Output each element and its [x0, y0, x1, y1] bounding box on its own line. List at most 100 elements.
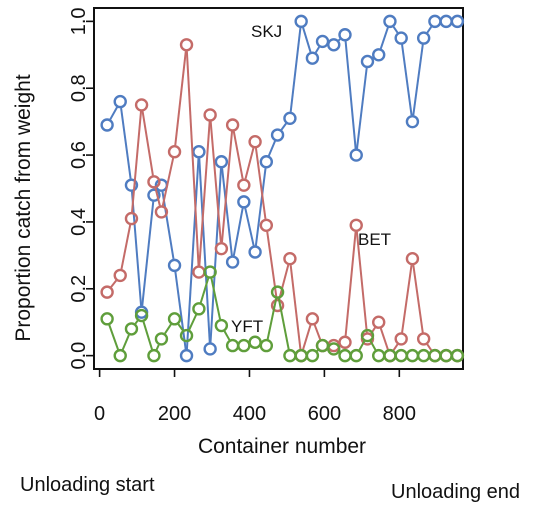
- yft-segment: [108, 324, 119, 350]
- bet-point: [237, 178, 251, 192]
- skj-point: [270, 128, 285, 142]
- bet-segment: [110, 279, 117, 288]
- skj-segment: [379, 27, 389, 49]
- bet-segment: [198, 121, 211, 266]
- x-tick-label: 0: [94, 403, 105, 425]
- bet-segment: [412, 264, 424, 333]
- bet-point: [147, 175, 161, 189]
- skj-point: [179, 348, 194, 363]
- skj-segment: [232, 208, 244, 256]
- y-tick-label: 0.8: [68, 74, 90, 102]
- bet-point: [167, 145, 182, 159]
- yft-segment: [210, 278, 222, 320]
- bet-segment: [244, 147, 255, 180]
- yft-segment: [188, 314, 198, 331]
- yft-point: [450, 348, 465, 363]
- bet-segment: [355, 231, 368, 333]
- skj-point: [439, 14, 453, 29]
- bet-segment: [302, 324, 312, 350]
- skj-segment: [209, 168, 222, 343]
- bet-segment: [154, 187, 161, 206]
- skj-segment: [392, 26, 399, 34]
- bet-point: [405, 251, 420, 266]
- bet-point: [283, 251, 297, 266]
- skj-point: [416, 31, 431, 45]
- y-tick-label: 0.2: [68, 275, 90, 303]
- skj-point: [372, 48, 386, 62]
- skj-segment: [280, 122, 287, 131]
- yft-segment: [177, 323, 184, 331]
- x-tick-label: 200: [158, 403, 191, 425]
- yft-segment: [121, 334, 130, 351]
- yft-point: [225, 338, 240, 353]
- yft-segment: [164, 323, 172, 335]
- yft-point: [259, 338, 274, 353]
- skj-segment: [254, 168, 267, 246]
- bet-point: [154, 205, 169, 219]
- bet-point: [305, 312, 320, 326]
- yft-point: [372, 348, 386, 363]
- bet-segment: [379, 328, 389, 350]
- skj-point: [259, 155, 274, 169]
- bet-point: [100, 285, 114, 299]
- yft-point: [294, 348, 308, 363]
- bet-segment: [392, 343, 399, 351]
- bet-point: [225, 118, 240, 132]
- skj-point: [203, 342, 217, 356]
- skj-segment: [198, 158, 211, 343]
- unloading-start-note: Unloading start: [20, 474, 155, 496]
- skj-segment: [174, 271, 187, 350]
- skj-point: [327, 38, 341, 52]
- skj-segment: [401, 44, 413, 116]
- yft-point: [383, 348, 397, 363]
- bet-point: [416, 332, 431, 346]
- skj-series-label: SKJ: [251, 22, 282, 41]
- yft-point: [203, 265, 217, 279]
- skj-point: [167, 258, 182, 273]
- bet-point: [134, 98, 149, 112]
- plot-frame: [93, 7, 464, 370]
- skj-point: [305, 51, 320, 65]
- skj-point: [214, 155, 229, 169]
- bet-segment: [313, 324, 322, 340]
- skj-segment: [426, 26, 433, 34]
- skj-segment: [130, 191, 143, 306]
- yft-point: [315, 338, 330, 353]
- bet-point: [113, 268, 127, 283]
- yft-point: [113, 348, 127, 363]
- bet-point: [124, 211, 139, 226]
- bet-segment: [344, 231, 357, 336]
- x-axis-title: Container number: [198, 435, 366, 458]
- unloading-end-note: Unloading end: [391, 481, 520, 503]
- yft-point: [237, 338, 251, 353]
- y-tick-label: 0.0: [68, 342, 90, 370]
- yft-point: [100, 312, 114, 326]
- yft-segment: [223, 330, 231, 341]
- bet-segment: [426, 343, 433, 351]
- yft-point: [167, 312, 182, 326]
- bet-segment: [401, 264, 413, 333]
- skj-point: [124, 178, 139, 192]
- bet-segment: [289, 265, 302, 350]
- yft-series-label: YFT: [231, 317, 263, 336]
- bet-point: [214, 241, 229, 256]
- skj-point: [225, 255, 240, 269]
- skj-segment: [337, 38, 341, 42]
- bet-segment: [254, 148, 267, 219]
- yft-segment: [358, 340, 366, 351]
- y-tick-label: 0.4: [68, 208, 90, 236]
- x-tick-label: 400: [233, 403, 266, 425]
- yft-point: [439, 348, 453, 363]
- yft-point: [192, 302, 206, 316]
- y-tick-label: 1.0: [68, 7, 90, 35]
- skj-segment: [267, 140, 276, 157]
- skj-point: [315, 34, 330, 49]
- yft-segment: [277, 298, 290, 350]
- skj-point: [383, 14, 397, 29]
- yft-point: [327, 342, 341, 356]
- bet-segment: [161, 157, 175, 206]
- yft-point: [124, 322, 139, 336]
- skj-point: [248, 245, 262, 259]
- yft-point: [147, 348, 161, 363]
- skj-segment: [120, 107, 132, 179]
